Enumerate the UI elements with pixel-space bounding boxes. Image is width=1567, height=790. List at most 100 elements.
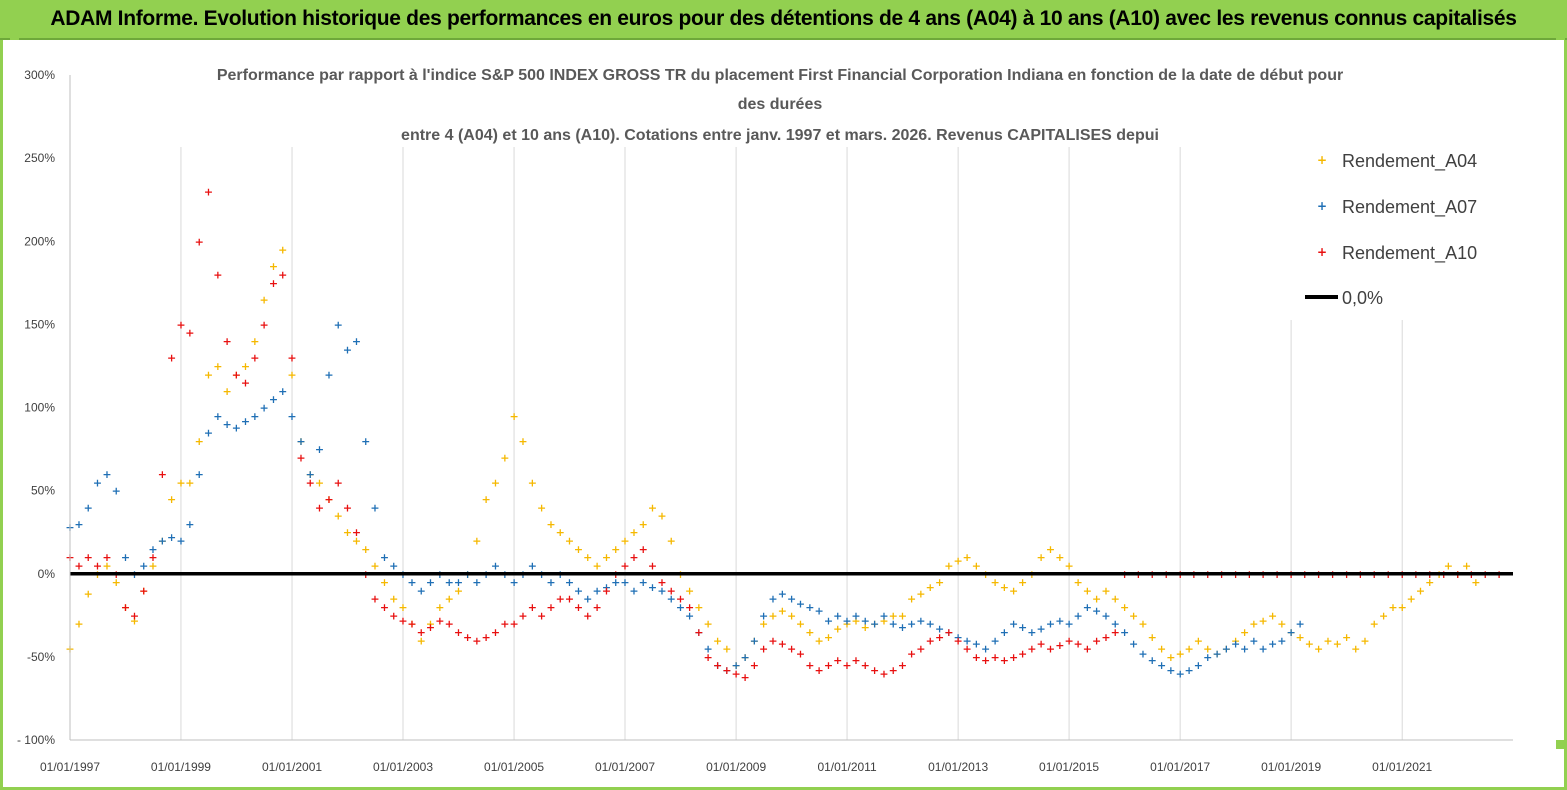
data-point: +: [1342, 631, 1351, 644]
data-point: +: [1009, 651, 1018, 664]
data-point: +: [315, 443, 324, 456]
y-tick-label: 300%: [24, 68, 55, 82]
data-point: +: [1176, 648, 1185, 661]
data-point: +: [1157, 659, 1166, 672]
data-point: +: [889, 664, 898, 677]
data-point: +: [870, 618, 879, 631]
data-point: +: [574, 584, 583, 597]
data-point: +: [389, 593, 398, 606]
data-point: +: [694, 626, 703, 639]
data-point: +: [112, 485, 121, 498]
data-point: +: [195, 435, 204, 448]
data-point: +: [121, 601, 130, 614]
data-point: +: [102, 559, 111, 572]
data-point: +: [315, 501, 324, 514]
data-point: +: [1370, 618, 1379, 631]
data-point: +: [306, 468, 315, 481]
data-point: +: [1295, 618, 1304, 631]
data-point: +: [528, 476, 537, 489]
data-point: +: [1398, 601, 1407, 614]
x-tick-label: 01/01/2019: [1261, 760, 1321, 774]
data-point: +: [750, 659, 759, 672]
data-point: +: [139, 584, 148, 597]
data-point: +: [380, 551, 389, 564]
data-point: +: [851, 614, 860, 627]
data-point: +: [1000, 654, 1009, 667]
data-point: +: [778, 638, 787, 651]
data-point: +: [213, 410, 222, 423]
y-tick-label: 50%: [31, 484, 55, 498]
data-point: +: [380, 601, 389, 614]
data-point: +: [1111, 593, 1120, 606]
data-point: +: [1018, 621, 1027, 634]
data-point: +: [1148, 654, 1157, 667]
data-point: +: [454, 584, 463, 597]
legend-marker: +: [1317, 245, 1327, 259]
data-point: +: [84, 588, 93, 601]
data-point: +: [481, 631, 490, 644]
data-point: +: [629, 526, 638, 539]
data-point: +: [1055, 614, 1064, 627]
data-point: +: [1277, 634, 1286, 647]
data-point: +: [1323, 634, 1332, 647]
data-point: +: [870, 618, 879, 631]
data-point: +: [112, 576, 121, 589]
header-banner: ADAM Informe. Evolution historique des p…: [0, 0, 1567, 40]
data-point: +: [907, 648, 916, 661]
data-point: +: [1240, 626, 1249, 639]
data-point: +: [204, 426, 213, 439]
data-point: +: [1138, 618, 1147, 631]
data-point: +: [102, 468, 111, 481]
data-point: +: [685, 609, 694, 622]
data-point: +: [1027, 643, 1036, 656]
data-point: +: [167, 352, 176, 365]
data-point: +: [315, 476, 324, 489]
data-point: +: [1018, 648, 1027, 661]
data-point: +: [213, 360, 222, 373]
data-point: +: [213, 269, 222, 282]
data-point: +: [833, 609, 842, 622]
data-point: +: [556, 526, 565, 539]
data-point: +: [898, 609, 907, 622]
data-point: +: [1379, 609, 1388, 622]
data-point: +: [1425, 576, 1434, 589]
legend-marker: +: [1317, 199, 1327, 213]
data-point: +: [583, 551, 592, 564]
data-point: +: [306, 476, 315, 489]
data-point: +: [833, 654, 842, 667]
data-point: +: [454, 576, 463, 589]
data-point: +: [1092, 604, 1101, 617]
data-point: +: [833, 623, 842, 636]
data-point: +: [629, 551, 638, 564]
data-point: +: [1287, 626, 1296, 639]
data-point: +: [1092, 593, 1101, 606]
data-point: +: [241, 377, 250, 390]
data-point: +: [1000, 581, 1009, 594]
data-point: +: [778, 588, 787, 601]
data-point: +: [417, 626, 426, 639]
data-point: +: [990, 576, 999, 589]
data-point: +: [500, 618, 509, 631]
data-point: +: [352, 526, 361, 539]
data-point: +: [445, 593, 454, 606]
x-tick-label: 01/01/2013: [928, 760, 988, 774]
data-point: +: [176, 476, 185, 489]
data-point: +: [1129, 609, 1138, 622]
data-point: +: [389, 609, 398, 622]
data-point: +: [861, 659, 870, 672]
data-point: +: [352, 535, 361, 548]
data-point: +: [685, 601, 694, 614]
data-point: +: [722, 643, 731, 656]
data-point: +: [389, 559, 398, 572]
data-point: +: [889, 609, 898, 622]
data-point: +: [1268, 609, 1277, 622]
data-point: +: [713, 659, 722, 672]
data-point: +: [287, 410, 296, 423]
data-point: +: [148, 551, 157, 564]
data-point: +: [1111, 626, 1120, 639]
data-point: +: [916, 588, 925, 601]
data-point: +: [398, 601, 407, 614]
data-point: +: [565, 576, 574, 589]
data-point: +: [537, 609, 546, 622]
data-point: +: [574, 601, 583, 614]
